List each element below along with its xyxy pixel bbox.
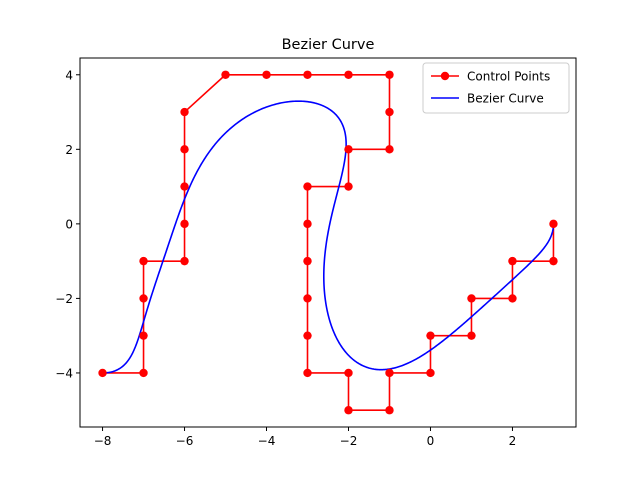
- control-point-marker: [303, 219, 312, 229]
- control-point-marker: [426, 368, 435, 378]
- control-point-marker: [262, 70, 271, 79]
- control-point-marker: [303, 256, 312, 266]
- y-tick-label: 2: [65, 143, 73, 157]
- legend-marker-swatch: [440, 71, 450, 81]
- x-tick-label: 0: [427, 434, 435, 448]
- axes-frame: [79, 57, 577, 428]
- control-point-marker: [467, 331, 476, 340]
- legend: Control Points Bezier Curve: [422, 62, 570, 114]
- plot-content: [98, 70, 558, 415]
- control-point-marker: [303, 368, 312, 378]
- control-point-marker: [344, 368, 353, 378]
- control-point-marker: [385, 107, 394, 117]
- control-point-marker: [303, 182, 312, 191]
- control-point-marker: [549, 256, 558, 266]
- control-point-marker: [139, 368, 148, 378]
- control-point-marker: [549, 219, 558, 229]
- x-tick-label: −6: [176, 434, 194, 448]
- control-point-marker: [385, 145, 394, 154]
- legend-box: [422, 62, 570, 114]
- y-tick-label: 0: [65, 217, 73, 231]
- control-point-marker: [303, 294, 312, 303]
- y-tick-label: −2: [55, 292, 73, 306]
- legend-label: Control Points: [467, 70, 550, 84]
- chart-title: Bezier Curve: [282, 37, 375, 53]
- control-point-marker: [467, 294, 476, 303]
- control-point-marker: [385, 368, 394, 378]
- control-point-marker: [180, 182, 189, 191]
- control-point-marker: [385, 406, 394, 415]
- control-point-marker: [98, 368, 107, 378]
- control-point-marker: [180, 219, 189, 229]
- x-tick-label: −2: [340, 434, 358, 448]
- control-point-marker: [385, 70, 394, 79]
- control-point-marker: [180, 145, 189, 154]
- control-point-marker: [139, 294, 148, 303]
- x-tick-label: 2: [509, 434, 517, 448]
- bezier-curve-line: [102, 100, 555, 374]
- control-point-marker: [303, 70, 312, 79]
- control-point-marker: [139, 331, 148, 340]
- control-point-marker: [180, 256, 189, 266]
- control-point-marker: [303, 331, 312, 340]
- control-point-marker: [426, 331, 435, 340]
- control-point-marker: [344, 406, 353, 415]
- y-tick-label: −4: [55, 366, 73, 380]
- legend-label: Bezier Curve: [467, 92, 544, 106]
- control-point-marker: [180, 107, 189, 117]
- control-point-marker: [344, 70, 353, 79]
- control-point-marker: [344, 145, 353, 154]
- control-point-marker: [221, 70, 230, 79]
- control-point-marker: [139, 256, 148, 266]
- y-axis-ticks: −4 −2 0 2 4: [55, 68, 80, 380]
- control-point-marker: [508, 256, 517, 266]
- x-tick-label: −8: [94, 434, 112, 448]
- control-point-marker: [344, 182, 353, 191]
- x-tick-label: −4: [258, 434, 276, 448]
- x-axis-ticks: −8 −6 −4 −2 0 2: [94, 427, 517, 448]
- y-tick-label: 4: [65, 68, 73, 82]
- control-point-marker: [508, 294, 517, 303]
